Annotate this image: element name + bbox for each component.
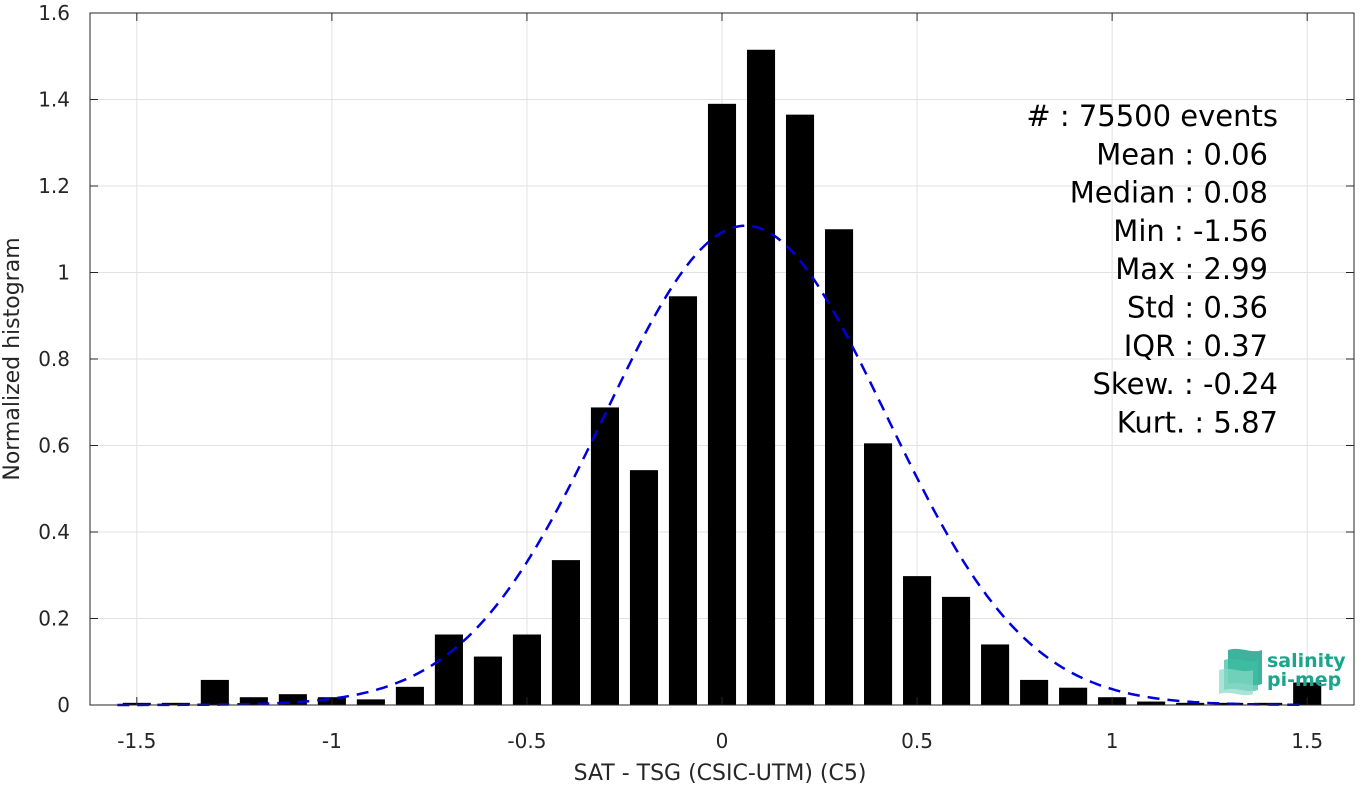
histogram-bar <box>239 697 268 705</box>
y-tick-label: 1 <box>57 261 70 285</box>
stat-line: # : 75500 events <box>1026 99 1278 133</box>
stat-line: Kurt. : 5.87 <box>1117 405 1278 439</box>
gaussian-fit-curve <box>117 224 1308 707</box>
logo-line-2: pi-mep <box>1267 669 1341 691</box>
histogram-bar <box>1020 679 1049 705</box>
y-tick-label: 0.8 <box>38 347 70 371</box>
histogram-bar <box>395 686 424 705</box>
histogram-bar <box>473 656 502 705</box>
histogram-bar <box>903 576 932 705</box>
histogram-bar <box>1137 701 1166 705</box>
histogram-bar <box>707 103 737 705</box>
y-tick-label: 0.6 <box>38 434 70 458</box>
histogram-bar <box>200 679 229 705</box>
stat-line: Mean : 0.06 <box>1096 137 1268 171</box>
histogram-bar <box>512 634 541 705</box>
histogram-bar <box>1176 702 1205 705</box>
histogram-bar <box>161 702 190 705</box>
histogram-bar <box>785 114 815 705</box>
y-axis-label: Normalized histogram <box>0 237 25 480</box>
stat-line: Std : 0.36 <box>1127 291 1268 325</box>
y-tick-label: 0 <box>57 693 70 717</box>
histogram-bar <box>1293 682 1322 705</box>
x-axis-ticks: -1.5 -1 -0.5 0 0.5 1 1.5 <box>117 13 1323 753</box>
y-tick-label: 0.4 <box>38 520 70 544</box>
histogram-bar <box>981 644 1010 705</box>
stat-line: IQR : 0.37 <box>1124 329 1268 363</box>
y-axis-ticks: 0 0.2 0.4 0.6 0.8 1 1.2 1.4 1.6 <box>38 1 1354 717</box>
histogram-bar <box>824 229 854 705</box>
x-tick-label: -1 <box>322 729 342 753</box>
y-tick-label: 0.2 <box>38 607 70 631</box>
stat-line: Max : 2.99 <box>1115 252 1268 286</box>
stat-line: Skew. : -0.24 <box>1092 367 1278 401</box>
histogram-bar <box>278 694 307 705</box>
y-tick-label: 1.4 <box>38 88 70 112</box>
stats-box: # : 75500 events Mean : 0.06 Median : 0.08… <box>1026 99 1278 439</box>
histogram-bar <box>590 407 620 705</box>
salinity-pi-mep-logo: salinity pi-mep <box>1219 648 1346 696</box>
histogram-bar <box>629 470 659 705</box>
histogram-bar <box>356 699 385 705</box>
histogram-bar <box>864 443 893 705</box>
bars <box>122 49 1322 705</box>
x-tick-label: 1 <box>1106 729 1119 753</box>
x-tick-label: -1.5 <box>117 729 156 753</box>
histogram-bar <box>746 49 776 705</box>
x-tick-label: 0.5 <box>901 729 933 753</box>
stat-line: Min : -1.56 <box>1113 214 1268 248</box>
histogram-bar <box>668 296 698 705</box>
x-tick-label: 0 <box>716 729 729 753</box>
x-tick-label: -0.5 <box>507 729 546 753</box>
stat-line: Median : 0.08 <box>1070 176 1268 210</box>
logo-line-1: salinity <box>1267 650 1346 672</box>
histogram-bar <box>551 560 580 705</box>
wave-layers-icon <box>1219 648 1262 696</box>
x-axis-label: SAT - TSG (CSIC-UTM) (C5) <box>574 761 867 785</box>
y-tick-label: 1.2 <box>38 174 70 198</box>
x-tick-label: 1.5 <box>1291 729 1323 753</box>
histogram-bar <box>942 596 971 705</box>
histogram-bar <box>434 634 463 705</box>
y-tick-label: 1.6 <box>38 1 70 25</box>
histogram-bar <box>1059 687 1088 705</box>
